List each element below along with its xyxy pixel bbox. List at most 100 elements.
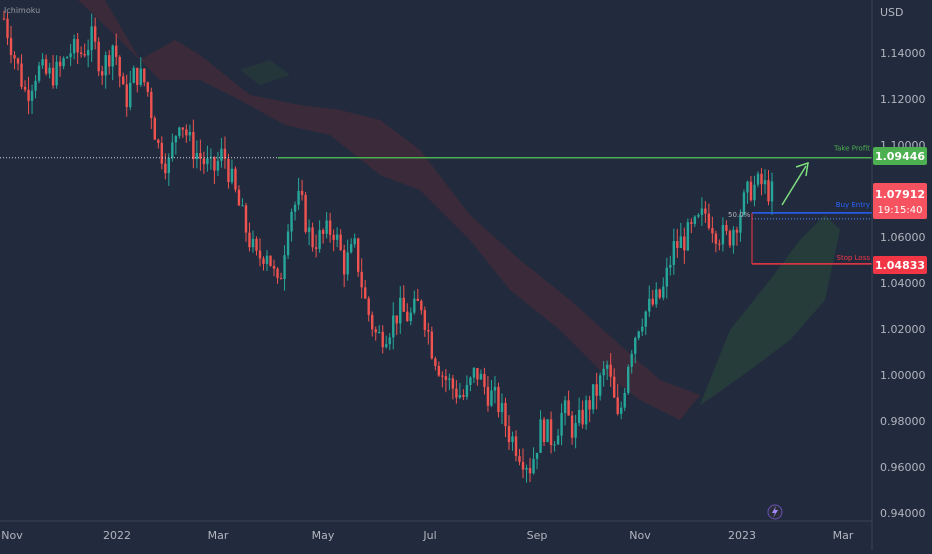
candle-body	[132, 67, 135, 83]
candle-body	[756, 173, 760, 185]
candle-body	[749, 181, 753, 201]
candle-body	[41, 59, 44, 66]
candle-body	[62, 58, 65, 67]
candle-body	[742, 192, 746, 215]
candle-body	[241, 205, 244, 207]
candle-body	[381, 331, 384, 348]
candle-body	[251, 238, 255, 248]
candle-body	[262, 258, 265, 264]
candle-body	[563, 400, 567, 414]
candle-body	[129, 82, 132, 108]
candle-body	[388, 337, 391, 345]
candle-body	[139, 68, 142, 85]
cloud-green-small	[240, 60, 290, 85]
candle-body	[16, 58, 20, 64]
candle-body	[44, 59, 48, 74]
candle-body	[171, 142, 174, 158]
y-tick-label: 1.14000	[880, 47, 926, 60]
candle-body	[598, 375, 602, 396]
candle-body	[553, 444, 556, 446]
x-axis-ticks[interactable]: Nov 2022 Mar May Jul Sep Nov 2023 Mar	[1, 529, 854, 542]
candle-body	[676, 241, 679, 248]
candle-body	[314, 247, 318, 249]
candle-body	[423, 310, 427, 331]
candle-body	[349, 244, 353, 253]
candle-body	[297, 190, 300, 205]
candle-body	[286, 231, 290, 256]
x-tick-label: Mar	[208, 529, 229, 542]
candle-body	[630, 353, 633, 367]
candle-body	[511, 436, 514, 443]
candle-body	[304, 194, 307, 232]
candle-body	[104, 55, 107, 76]
candle-body	[55, 61, 58, 86]
candle-body	[448, 378, 451, 380]
candle-body	[574, 423, 577, 438]
candle-body	[300, 190, 304, 195]
projection-arrow	[781, 161, 809, 206]
candle-body	[90, 26, 93, 51]
candle-body	[746, 181, 749, 193]
candle-body	[86, 50, 90, 56]
candle-body	[455, 388, 458, 398]
current-price-tag: 1.07912 19:15:40	[873, 183, 927, 219]
bar-countdown: 19:15:40	[878, 205, 923, 216]
candle-body	[620, 407, 623, 414]
candle-body	[521, 461, 525, 470]
candle-body	[157, 139, 160, 143]
current-price-value: 1.07912	[875, 188, 925, 201]
candle-body	[307, 227, 311, 232]
candle-body	[479, 373, 483, 380]
candle-body	[269, 255, 272, 266]
candle-body	[237, 189, 241, 206]
candle-body	[20, 63, 23, 87]
candle-body	[416, 298, 420, 301]
y-tick-label: 1.12000	[880, 93, 926, 106]
indicator-label: Ichimoku	[4, 6, 40, 15]
candle-body	[118, 56, 121, 77]
candle-body	[612, 376, 616, 398]
candle-body	[223, 148, 227, 159]
candle-body	[51, 67, 55, 86]
candle-body	[434, 358, 437, 366]
x-tick-label: Jul	[422, 529, 436, 542]
candle-body	[591, 384, 595, 410]
candle-body	[707, 213, 711, 228]
candle-body	[406, 311, 409, 322]
candle-body	[248, 232, 251, 248]
lightning-icon[interactable]	[767, 504, 783, 520]
candle-body	[356, 238, 360, 272]
candle-body	[385, 344, 388, 348]
candle-body	[627, 366, 630, 393]
candle-body	[293, 204, 297, 212]
candle-body	[605, 364, 609, 369]
candle-body	[192, 132, 195, 160]
candle-body	[753, 184, 756, 201]
candle-body	[255, 238, 258, 251]
candle-body	[234, 168, 237, 190]
y-tick-label: 0.94000	[880, 507, 926, 520]
candle-body	[364, 287, 367, 299]
candle-body	[136, 67, 139, 85]
candle-body	[164, 163, 167, 174]
candle-body	[697, 214, 700, 217]
candle-body	[721, 224, 725, 245]
candle-body	[672, 241, 676, 265]
candle-body	[371, 314, 374, 330]
candle-body	[693, 216, 697, 224]
candle-body	[367, 298, 370, 315]
candle-body	[770, 181, 774, 202]
candle-body	[476, 367, 479, 380]
candle-body	[37, 65, 41, 81]
candle-body	[546, 419, 549, 442]
levels-layer	[0, 156, 872, 265]
x-tick-label: Sep	[527, 529, 548, 542]
candle-body	[342, 249, 346, 275]
candle-body	[658, 289, 661, 298]
candle-body	[93, 26, 97, 42]
x-tick-label: May	[312, 529, 335, 542]
y-tick-label: 0.98000	[880, 415, 926, 428]
candle-body	[111, 45, 114, 67]
